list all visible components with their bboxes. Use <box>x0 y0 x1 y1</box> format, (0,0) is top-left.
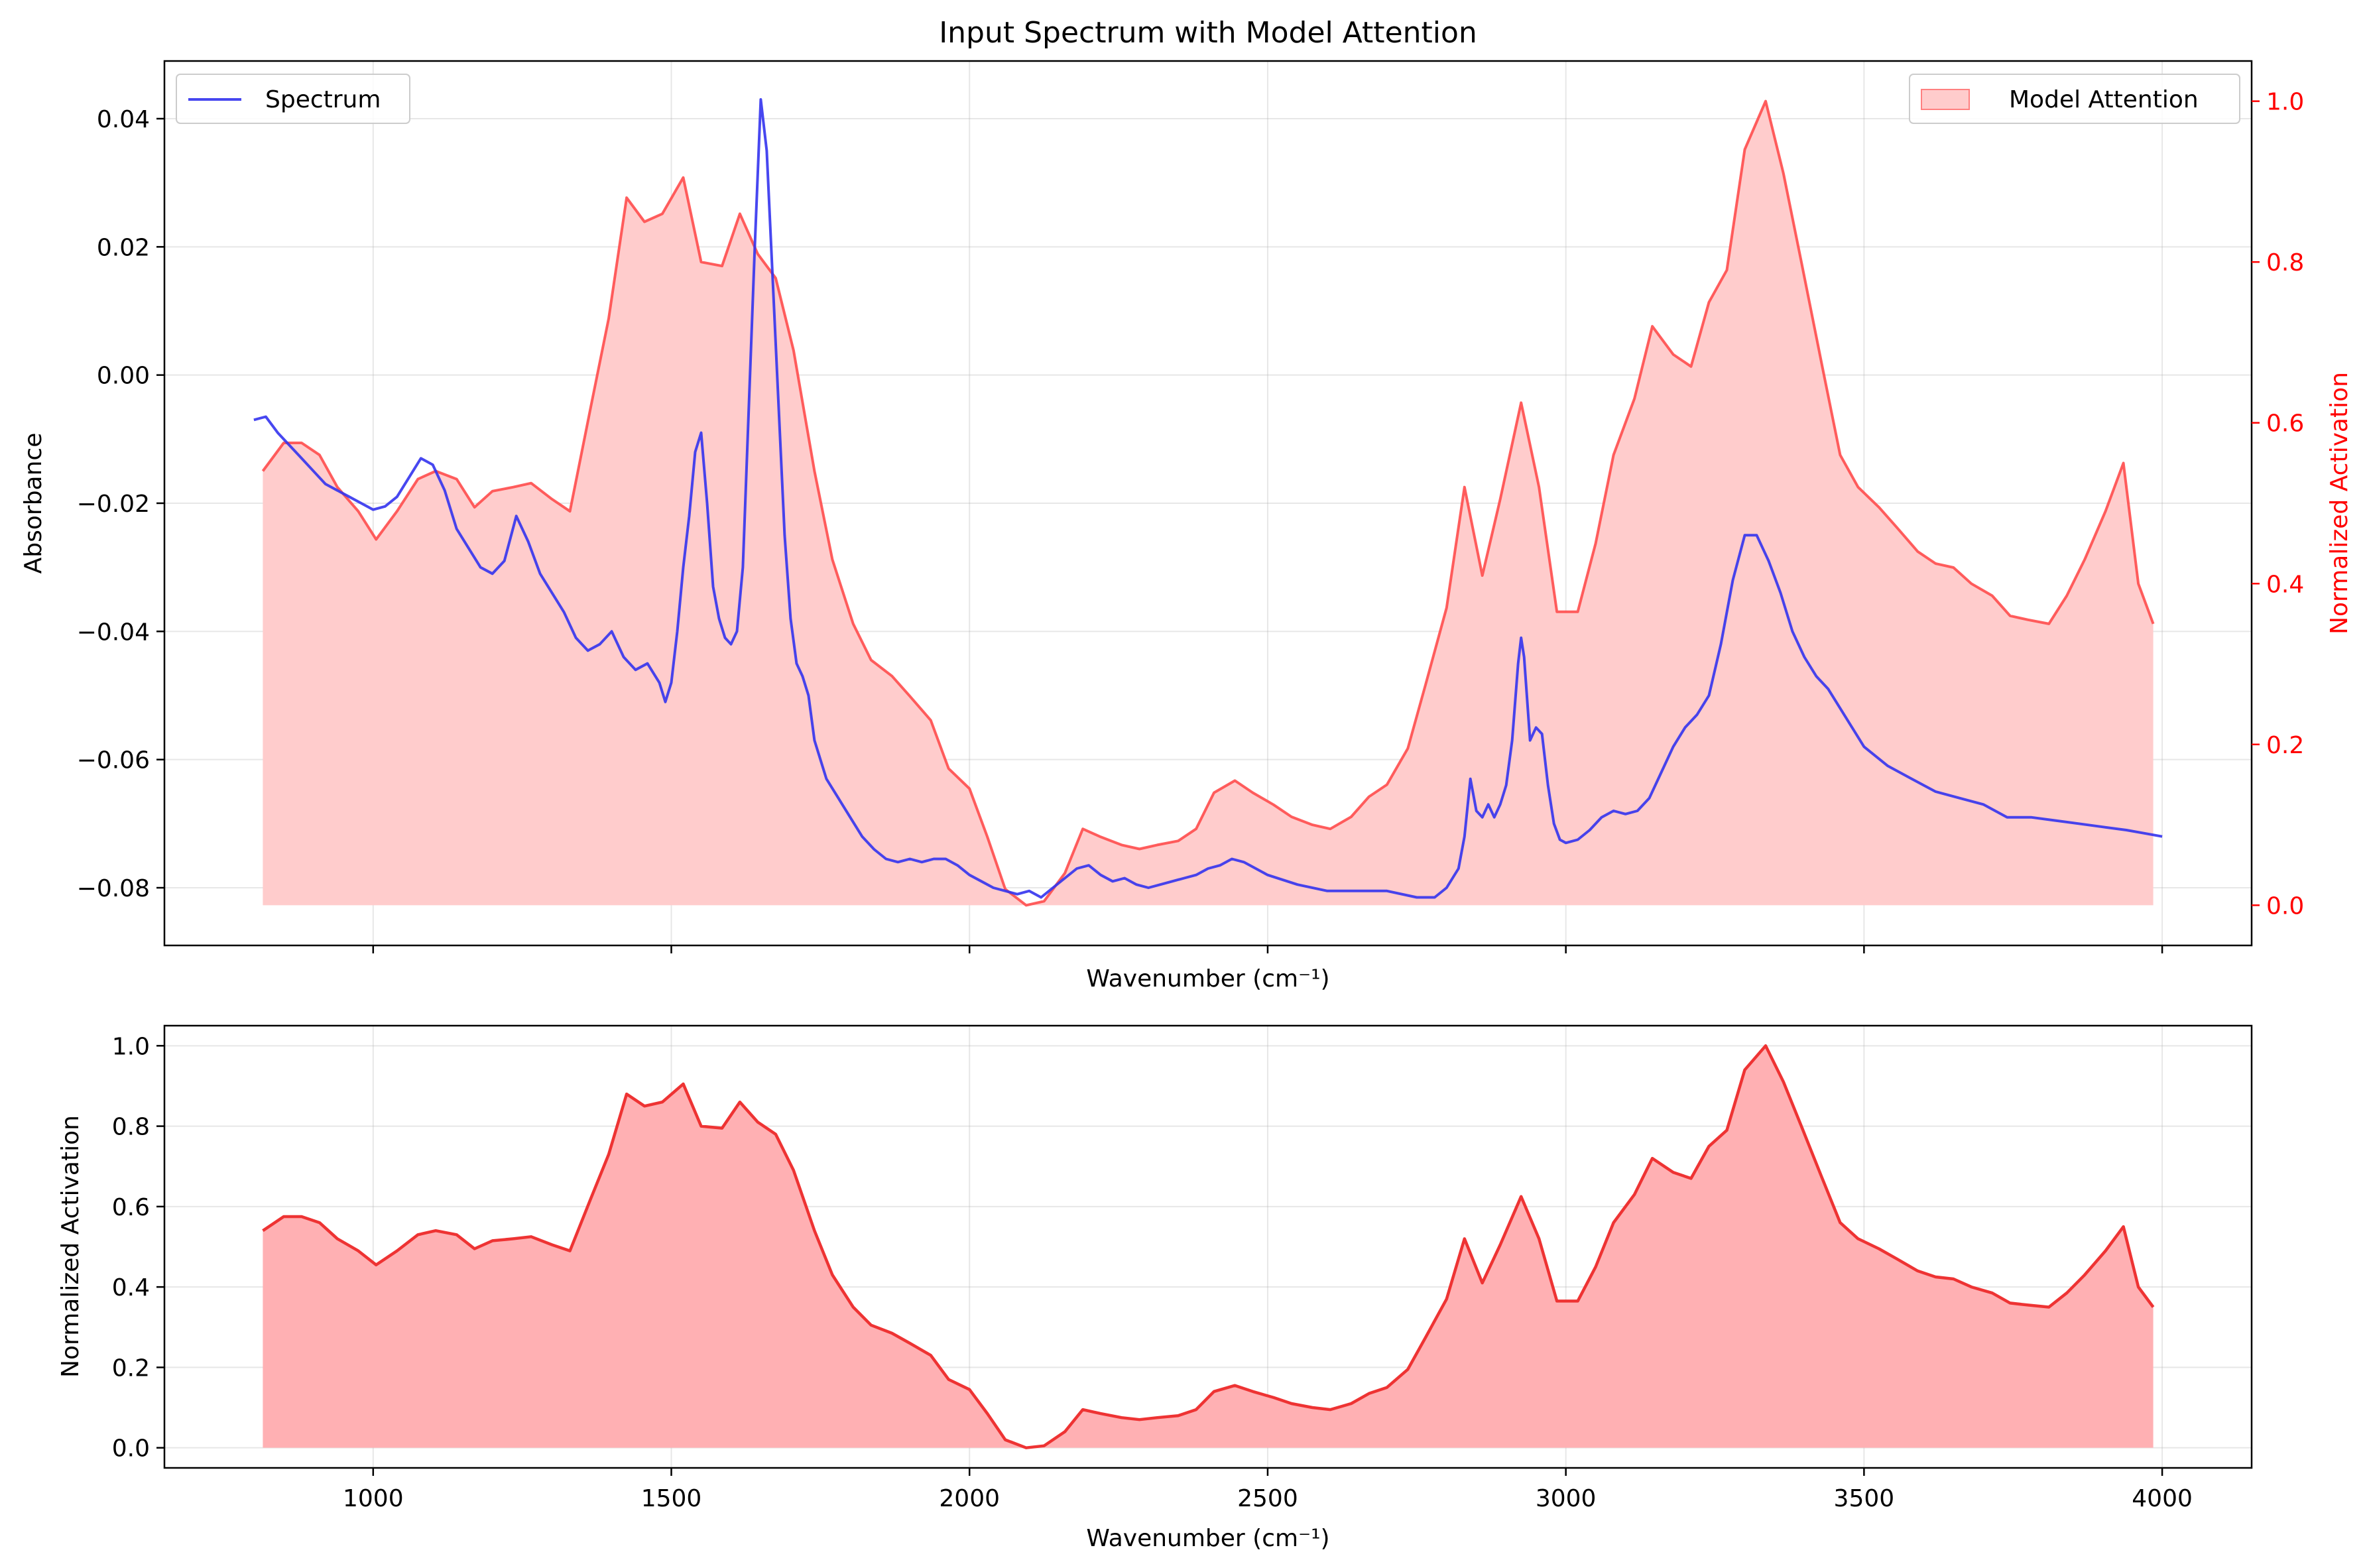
top-y-tick-label: 0.04 <box>97 106 150 133</box>
bottom-y-tick-label: 0.0 <box>112 1435 150 1463</box>
top-right-y-tick-label: 0.8 <box>2266 249 2304 276</box>
top-y-tick-label: −0.08 <box>77 875 150 902</box>
legend-attention-box <box>1909 74 2240 124</box>
bottom-axes-frame <box>163 1024 2253 1469</box>
bottom-x-axis-label: Wavenumber (cm⁻¹) <box>1086 1525 1329 1552</box>
top-y-tick-label: 0.02 <box>97 234 150 261</box>
bottom-panel: 0.0 0.2 0.4 0.6 0.8 1.0 1000 1500 2000 2500 3000 3… <box>57 1024 2253 1552</box>
top-spectrum-series <box>253 98 2163 899</box>
legend-attention-swatch <box>1921 89 1970 110</box>
bottom-x-tick-label: 3000 <box>1536 1485 1597 1512</box>
top-right-y-tick-label: 0.4 <box>2266 571 2304 598</box>
attention-area <box>263 101 2154 906</box>
legend-spectrum-box <box>176 74 410 124</box>
bottom-y-tick-label: 1.0 <box>112 1033 150 1060</box>
bottom-attention-line <box>262 1044 2155 1449</box>
bottom-x-axis-ticks: 1000 1500 2000 2500 3000 3500 4000 <box>343 1468 2193 1512</box>
top-right-y-axis-label: Normalized Activation <box>2326 372 2353 634</box>
top-y-tick-label: −0.06 <box>77 747 150 774</box>
legend-spectrum: Spectrum <box>176 74 410 124</box>
bottom-y-tick-label: 0.6 <box>112 1194 150 1221</box>
spectrum-line <box>253 98 2163 899</box>
top-right-y-tick-label: 1.0 <box>2266 89 2304 116</box>
legend-spectrum-label: Spectrum <box>265 86 381 113</box>
chart-title: Input Spectrum with Model Attention <box>939 16 1477 50</box>
top-x-axis-label: Wavenumber (cm⁻¹) <box>1086 965 1329 993</box>
top-left-axis-ticks: −0.08 −0.06 −0.04 −0.02 0.00 0.02 0.04 <box>77 106 164 902</box>
bottom-x-tick-label: 4000 <box>2132 1485 2193 1512</box>
top-right-y-tick-label: 0.2 <box>2266 732 2304 759</box>
legend-attention-label: Model Attention <box>2009 86 2199 113</box>
bottom-attention-area <box>263 1046 2154 1448</box>
bottom-y-tick-label: 0.8 <box>112 1114 150 1141</box>
bottom-y-tick-label: 0.4 <box>112 1274 150 1301</box>
top-y-tick-label: −0.02 <box>77 491 150 518</box>
bottom-attention-series <box>262 1044 2155 1449</box>
attention-line <box>261 99 2155 907</box>
top-right-y-tick-label: 0.6 <box>2266 410 2304 438</box>
bottom-y-axis-ticks: 0.0 0.2 0.4 0.6 0.8 1.0 <box>112 1033 164 1463</box>
legend-attention: Model Attention <box>1909 74 2240 124</box>
top-panel: −0.08−0.06−0.04−0.020.000.020.04 0.00.20… <box>20 60 2353 993</box>
bottom-x-tick-label: 1000 <box>343 1485 404 1512</box>
bottom-y-tick-label: 0.2 <box>112 1355 150 1382</box>
top-attention-series <box>261 99 2155 907</box>
top-right-y-tick-label: 0.0 <box>2266 892 2304 920</box>
top-right-axis-ticks: 0.0 0.2 0.4 0.6 0.8 1.0 <box>2252 89 2304 920</box>
bottom-x-tick-label: 2500 <box>1237 1485 1298 1512</box>
top-y-tick-label: −0.04 <box>77 619 150 646</box>
bottom-x-tick-label: 1500 <box>641 1485 702 1512</box>
bottom-x-tick-label: 2000 <box>939 1485 1000 1512</box>
bottom-x-tick-label: 3500 <box>1834 1485 1895 1512</box>
top-y-tick-label: 0.00 <box>97 363 150 390</box>
bottom-y-axis-label: Normalized Activation <box>57 1115 84 1378</box>
top-x-axis-ticks <box>372 945 2163 953</box>
top-y-axis-label: Absorbance <box>20 433 47 574</box>
